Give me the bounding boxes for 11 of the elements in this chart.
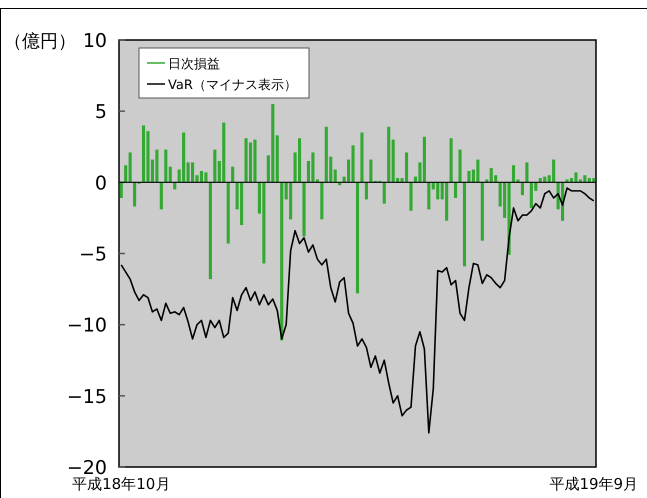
legend-label: 日次損益 (168, 57, 220, 72)
y-tick-label: 5 (94, 101, 107, 124)
y-tick-label: −10 (66, 314, 107, 337)
y-tick-label: −5 (78, 244, 107, 266)
y-tick-label: 0 (94, 172, 107, 194)
x-tick-label: 平成18年10月 (72, 475, 170, 493)
y-axis-title: （億円） (4, 31, 76, 52)
x-tick-label: 平成19年9月 (549, 475, 638, 493)
legend-label: VaR（マイナス表示） (168, 78, 297, 93)
y-tick-label: −15 (66, 386, 107, 408)
y-tick-label: 10 (82, 30, 107, 52)
